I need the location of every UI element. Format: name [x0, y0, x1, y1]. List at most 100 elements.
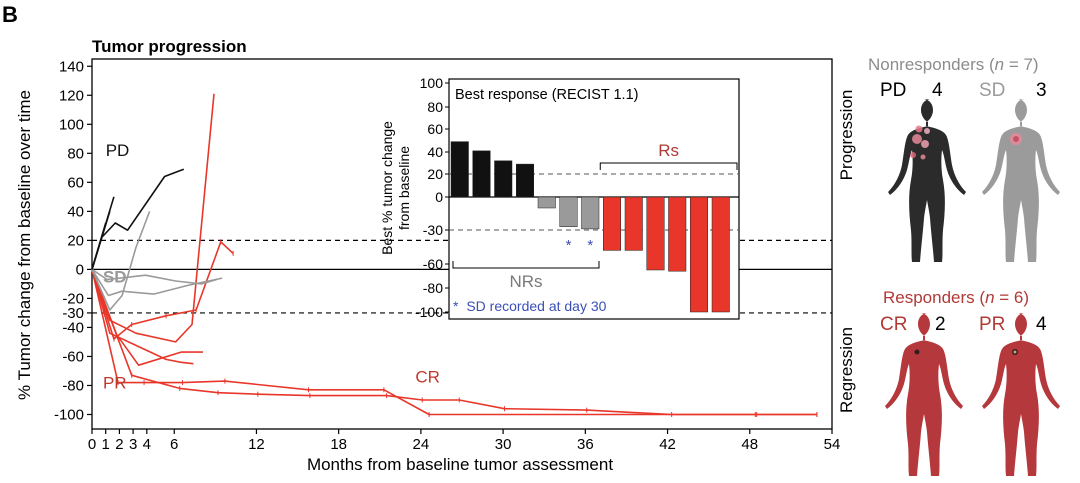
main-y-axis: 140 120 100 80 60 40 20 0 -20-30-40 -60 -80 -100 — [54, 58, 92, 423]
main-y-tick-label: -20 — [62, 290, 84, 307]
responders-title: Responders (n = 6) — [883, 288, 1029, 307]
inset-y-tick-label: 80 — [427, 99, 443, 115]
panel-label: B — [2, 2, 18, 27]
inset-note-star: * — [453, 298, 459, 314]
inset-y-tick-label: 40 — [427, 144, 443, 160]
inset-y-tick-label: 20 — [427, 166, 443, 182]
sd-count: 3 — [1036, 80, 1047, 101]
series-line-SD-2 — [91, 268, 223, 297]
annotation-pd: PD — [106, 141, 130, 160]
cr-label: CR — [880, 314, 907, 335]
inset-bar-responder — [690, 196, 708, 313]
pr-body-icon — [982, 313, 1060, 476]
series-line-R-4 — [91, 269, 194, 365]
body-silhouette — [982, 313, 1060, 476]
inset-y-tick-label: -100 — [415, 304, 443, 320]
nrs-bracket — [452, 261, 600, 269]
main-annotations: PD SD PR CR — [103, 141, 440, 392]
cr-count: 2 — [935, 314, 946, 335]
nonresponders-title: Nonresponders (n = 7) — [868, 55, 1039, 74]
series-line-R-5 — [91, 269, 817, 416]
pd-body-icon — [888, 99, 966, 262]
pd-label: PD — [880, 80, 906, 101]
main-y-tick-label: 20 — [67, 232, 84, 249]
rs-bracket — [599, 162, 738, 170]
tumor-marker — [910, 152, 916, 158]
inset-bar-responder — [603, 196, 621, 251]
main-x-tick-label: 36 — [577, 436, 594, 453]
inset-y-tick-label: -30 — [423, 222, 443, 238]
series-line-R-6 — [91, 269, 817, 416]
inset-bar-pd — [450, 141, 469, 198]
inset-bar-responder — [624, 196, 643, 251]
inset-star: * — [566, 237, 572, 254]
tumor-marker — [912, 134, 922, 144]
main-y-tick-label: 40 — [67, 203, 84, 220]
inset-brackets: NRs Rs — [452, 141, 738, 291]
inset-title: Best response (RECIST 1.1) — [455, 87, 638, 103]
series-line-SD-1 — [91, 211, 151, 311]
inset-bar-sd — [581, 196, 600, 230]
inset-y-tick-label: -60 — [423, 256, 443, 272]
tumor-marker — [924, 128, 930, 134]
body-silhouette — [888, 99, 966, 262]
sd-label: SD — [979, 80, 1005, 101]
inset-y-axis: 100 80 60 40 20 0 -30 -60 -80 -100 — [415, 75, 449, 320]
main-y-tick-label: -60 — [62, 348, 84, 365]
tumor-marker — [1013, 136, 1019, 142]
main-chart-title: Tumor progression — [92, 37, 247, 56]
main-y-tick-label: 100 — [59, 116, 84, 133]
main-y-tick-label: -100 — [54, 406, 84, 423]
tumor-marker — [920, 154, 926, 160]
inset-bar-responder — [646, 196, 665, 271]
inset-y-tick-label: 0 — [435, 189, 443, 205]
main-y-tick-label: 60 — [67, 174, 84, 191]
main-x-label: Months from baseline tumor assessment — [307, 455, 613, 474]
main-series-group — [91, 93, 818, 417]
main-y-tick-label: 140 — [59, 58, 84, 75]
main-plot-frame — [91, 58, 833, 430]
inset-y-label-line1: Best % tumor change — [379, 121, 395, 255]
inset-stars: * * — [566, 237, 594, 254]
inset-bar-sd — [559, 196, 578, 227]
inset-bar-pd — [494, 160, 513, 198]
main-x-tick-label: 3 — [129, 436, 137, 453]
annotation-cr: CR — [415, 368, 440, 387]
tumor-marker — [914, 349, 920, 355]
main-y-tick-label: -80 — [62, 377, 84, 394]
main-x-tick-label: 54 — [824, 436, 841, 453]
tumor-marker — [1013, 350, 1017, 354]
series-line-R-1 — [91, 93, 215, 343]
progression-label: Progression — [837, 90, 856, 181]
inset-y-tick-label: -80 — [423, 280, 443, 296]
nonresponders-group: Nonresponders (n = 7) PD 4 SD 3 — [868, 55, 1060, 262]
inset-bar-sd — [537, 196, 556, 209]
inset-note-text: SD recorded at day 30 — [466, 298, 606, 314]
main-y-label: % Tumor change from baseline over time — [15, 90, 34, 400]
series-line-SD-3 — [91, 268, 217, 285]
main-y-tick-label: 80 — [67, 145, 84, 162]
sd-body-icon — [982, 99, 1060, 262]
annotation-sd: SD — [103, 267, 127, 286]
main-x-tick-label: 18 — [330, 436, 347, 453]
cr-body-icon — [885, 313, 963, 476]
main-x-tick-label: 4 — [143, 436, 151, 453]
inset-note: * SD recorded at day 30 — [453, 298, 607, 314]
best-response-inset: Best response (RECIST 1.1) 100 80 60 40 20 0 -… — [379, 75, 740, 320]
inset-bar-responder — [668, 196, 687, 272]
body-silhouette — [982, 99, 1060, 262]
main-y-tick-label: 0 — [76, 261, 84, 278]
inset-star: * — [587, 237, 593, 254]
series-line-PD-2 — [91, 168, 185, 270]
main-x-tick-label: 12 — [248, 436, 265, 453]
rs-label: Rs — [658, 141, 679, 160]
main-y-tick-label: -30 — [62, 305, 84, 322]
responders-group: Responders (n = 6) CR 2 PR 4 — [880, 288, 1060, 476]
annotation-pr: PR — [103, 373, 127, 392]
inset-bar-responder — [711, 196, 730, 313]
tumor-marker — [921, 140, 929, 148]
inset-y-tick-label: 60 — [427, 121, 443, 137]
series-line-PD-4 — [91, 211, 111, 270]
inset-bar-pd — [472, 150, 491, 198]
main-x-tick-label: 42 — [659, 436, 676, 453]
